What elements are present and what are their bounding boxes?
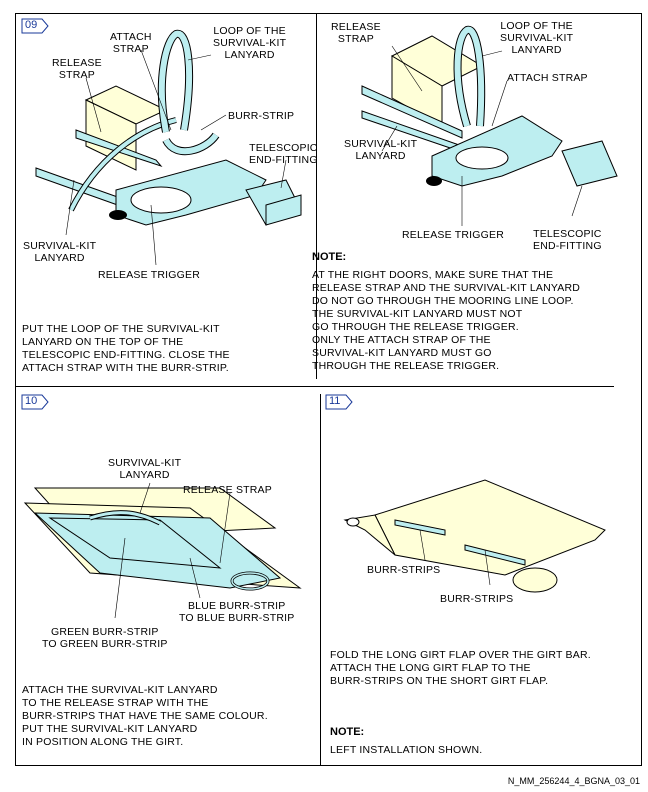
label-burr-strip: BURR-STRIP [228, 110, 295, 122]
figure-step-10 [23, 482, 302, 618]
label-release-trigger-right: RELEASE TRIGGER [402, 229, 505, 241]
figure-step-09-left [35, 29, 302, 266]
label-attach-strap-right: ATTACH STRAP [507, 72, 588, 84]
instruction-step-11: FOLD THE LONG GIRT FLAP OVER THE GIRT BA… [330, 649, 591, 687]
label-survival-kit-right: SURVIVAL-KIT LANYARD [344, 138, 418, 162]
note-title-09: NOTE: [312, 251, 347, 263]
divider-bottom-vertical [320, 394, 321, 766]
label-telescopic: TELESCOPIC END-FITTING [249, 142, 318, 166]
divider-top-vertical [316, 13, 317, 379]
label-attach-strap: ATTACH STRAP [110, 31, 152, 55]
label-release-trigger: RELEASE TRIGGER [98, 269, 201, 281]
label-blue-burr: BLUE BURR-STRIP TO BLUE BURR-STRIP [179, 600, 295, 624]
instruction-step-10: ATTACH THE SURVIVAL-KIT LANYARD TO THE R… [22, 684, 268, 748]
label-survival-kit: SURVIVAL-KIT LANYARD [23, 240, 97, 264]
figure-step-09-right [361, 25, 618, 226]
label-survival-kit-10: SURVIVAL-KIT LANYARD [108, 457, 182, 481]
label-release-strap-10: RELEASE STRAP [183, 484, 272, 496]
step-number: 09 [25, 19, 38, 31]
label-loop-lanyard: LOOP OF THE SURVIVAL-KIT LANYARD [213, 25, 287, 61]
instruction-step-09: PUT THE LOOP OF THE SURVIVAL-KIT LANYARD… [22, 323, 230, 374]
label-burr-strips-2: BURR-STRIPS [440, 593, 514, 605]
step-number: 10 [25, 395, 38, 407]
figure-step-11 [343, 479, 606, 593]
label-burr-strips-1: BURR-STRIPS [367, 564, 441, 576]
step-badge-09: 09 [21, 18, 49, 34]
label-green-burr: GREEN BURR-STRIP TO GREEN BURR-STRIP [42, 626, 168, 650]
note-title-11: NOTE: [330, 726, 365, 738]
divider-horizontal [15, 386, 614, 387]
label-loop-lanyard-right: LOOP OF THE SURVIVAL-KIT LANYARD [500, 20, 574, 56]
label-release-strap-right: RELEASE STRAP [331, 21, 381, 45]
label-telescopic-right: TELESCOPIC END-FITTING [533, 228, 602, 252]
step-badge-11: 11 [325, 394, 353, 410]
note-text-11: LEFT INSTALLATION SHOWN. [330, 744, 483, 756]
note-text-09: AT THE RIGHT DOORS, MAKE SURE THAT THE R… [312, 269, 581, 372]
step-number: 11 [329, 395, 341, 407]
document-reference: N_MM_256244_4_BGNA_03_01 [507, 776, 640, 786]
page-frame [15, 13, 642, 766]
label-release-strap: RELEASE STRAP [52, 57, 102, 81]
step-badge-10: 10 [21, 394, 49, 410]
